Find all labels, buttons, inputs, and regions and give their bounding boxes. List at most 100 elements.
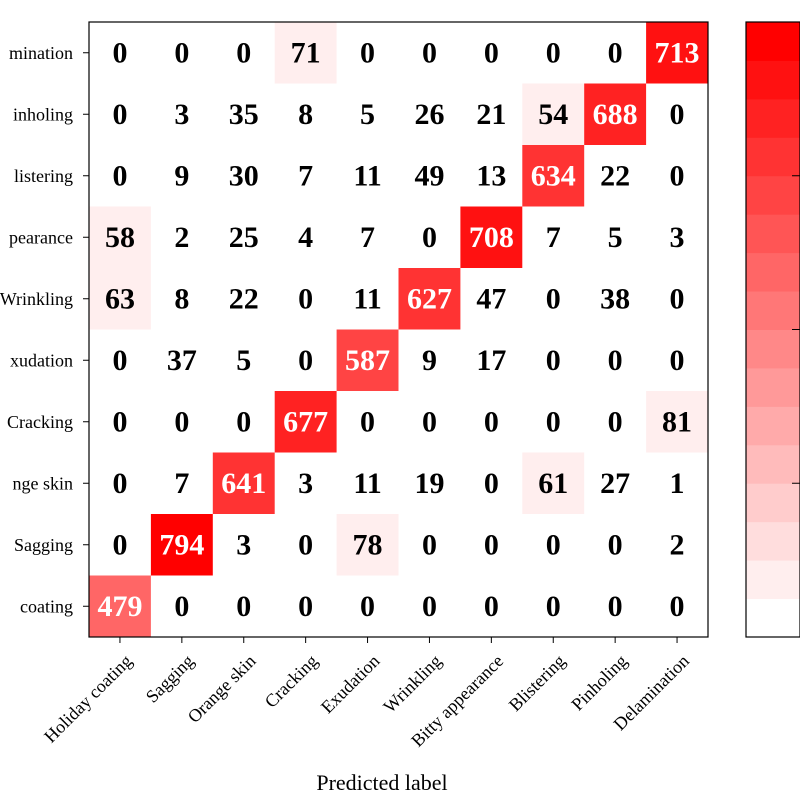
cell-value-label: 0 xyxy=(360,36,375,69)
cell-value-label: 30 xyxy=(229,159,259,192)
cell-value-label: 7 xyxy=(546,221,561,254)
cell-value-label: 0 xyxy=(112,405,127,438)
cell-value-label: 0 xyxy=(174,36,189,69)
heatmap-cell xyxy=(89,206,152,269)
colorbar-band xyxy=(746,329,800,369)
cell-value-label: 0 xyxy=(112,344,127,377)
cell-value-label: 11 xyxy=(353,159,381,192)
cell-value-label: 0 xyxy=(546,36,561,69)
cell-value-label: 22 xyxy=(600,159,630,192)
colorbar-band xyxy=(746,483,800,523)
heatmap-cell xyxy=(150,206,214,269)
heatmap-cell xyxy=(646,575,709,638)
cell-value-label: 5 xyxy=(236,344,251,377)
cell-value-label: 688 xyxy=(593,98,638,131)
heatmap-cell xyxy=(274,22,338,84)
cell-value-label: 37 xyxy=(167,344,197,377)
heatmap-cell xyxy=(460,452,523,515)
plot-frame xyxy=(88,21,709,638)
heatmap-cell xyxy=(460,575,523,638)
heatmap-cell xyxy=(150,391,214,453)
heatmap-cell xyxy=(336,514,399,576)
colorbar-band xyxy=(746,137,800,177)
heatmap-cell xyxy=(212,22,276,84)
colorbar-band xyxy=(746,214,800,254)
heatmap-cell xyxy=(150,268,214,330)
cell-value-label: 0 xyxy=(360,590,375,623)
heatmap-cell xyxy=(89,575,152,638)
cell-value-label: 7 xyxy=(298,159,313,192)
cell-value-label: 3 xyxy=(236,528,251,561)
heatmap-cell xyxy=(336,22,399,84)
cell-value-label: 7 xyxy=(360,221,375,254)
cell-value-label: 0 xyxy=(174,405,189,438)
heatmap-cell xyxy=(212,575,276,638)
cell-value-label: 587 xyxy=(345,344,390,377)
y-tick-label: coating xyxy=(20,596,73,616)
cell-value-label: 0 xyxy=(670,159,685,192)
heatmap-cell xyxy=(646,145,709,207)
heatmap-cell xyxy=(398,514,461,576)
cell-value-label: 17 xyxy=(476,344,506,377)
cell-value-label: 61 xyxy=(538,467,568,500)
heatmap-cell xyxy=(398,268,461,330)
heatmap-cell xyxy=(274,575,338,638)
cell-value-label: 2 xyxy=(670,528,685,561)
cell-value-label: 81 xyxy=(662,405,692,438)
cell-value-label: 26 xyxy=(414,98,444,131)
x-tick-label: Sagging xyxy=(142,651,198,707)
heatmap-cell xyxy=(150,575,214,638)
heatmap-cell xyxy=(274,329,338,392)
heatmap-cell xyxy=(398,391,461,453)
cell-value-label: 9 xyxy=(422,344,437,377)
heatmap-cell xyxy=(584,22,647,84)
heatmap-cell xyxy=(584,83,647,146)
colorbar xyxy=(745,21,800,638)
heatmap-cell xyxy=(460,329,523,392)
cell-value-label: 0 xyxy=(422,221,437,254)
cell-value-label: 0 xyxy=(670,344,685,377)
cell-value-label: 0 xyxy=(236,590,251,623)
heatmap-cell xyxy=(522,83,585,146)
x-tick-label: Holiday coating xyxy=(40,651,136,747)
heatmap-cell xyxy=(336,145,399,207)
heatmap-cell xyxy=(212,514,276,576)
heatmap-cell xyxy=(646,22,709,84)
heatmap-cell xyxy=(522,206,585,269)
heatmap-cell xyxy=(336,575,399,638)
heatmap-cell xyxy=(460,268,523,330)
heatmap-cell xyxy=(274,514,338,576)
heatmap-cell xyxy=(522,452,585,515)
colorbar-band xyxy=(746,560,800,600)
cell-value-label: 4 xyxy=(298,221,313,254)
heatmap-cell xyxy=(398,145,461,207)
cell-value-label: 0 xyxy=(484,36,499,69)
cell-value-label: 3 xyxy=(670,221,685,254)
cell-value-label: 627 xyxy=(407,282,452,315)
colorbar-band xyxy=(746,521,800,561)
cell-value-label: 0 xyxy=(670,282,685,315)
cell-value-label: 2 xyxy=(174,221,189,254)
cell-value-label: 0 xyxy=(608,405,623,438)
cell-value-label: 0 xyxy=(608,590,623,623)
heatmap-cell xyxy=(274,268,338,330)
heatmap-cell xyxy=(398,452,461,515)
cell-value-label: 634 xyxy=(531,159,576,192)
cell-value-label: 0 xyxy=(298,282,313,315)
cell-value-label: 0 xyxy=(608,36,623,69)
heatmap-cell xyxy=(150,83,214,146)
cell-value-label: 78 xyxy=(353,528,383,561)
colorbar-band xyxy=(746,598,800,638)
heatmap-cell xyxy=(646,268,709,330)
colorbar-band xyxy=(746,444,800,484)
cell-value-label: 0 xyxy=(422,36,437,69)
y-tick-label: Wrinkling xyxy=(0,289,73,309)
heatmap-cell xyxy=(212,145,276,207)
heatmap-cell xyxy=(522,329,585,392)
plot-border xyxy=(88,21,709,638)
heatmap-cell xyxy=(522,22,585,84)
heatmap-cell xyxy=(274,391,338,453)
cell-value-label: 38 xyxy=(600,282,630,315)
x-tick-label: Pinholing xyxy=(567,651,631,715)
